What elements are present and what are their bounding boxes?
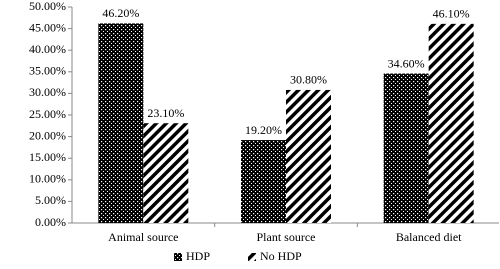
y-tick-label: 10.00% xyxy=(29,172,66,186)
bar xyxy=(143,123,189,223)
bar xyxy=(383,73,429,223)
value-label: 34.60% xyxy=(388,56,425,70)
x-tick-label: Plant source xyxy=(257,230,316,244)
x-tick-label: Balanced diet xyxy=(396,230,462,244)
value-label: 23.10% xyxy=(147,106,184,120)
legend-label: No HDP xyxy=(260,249,302,263)
bar xyxy=(286,89,331,223)
legend-swatch xyxy=(174,253,182,261)
value-label: 30.80% xyxy=(290,73,327,87)
legend-label: HDP xyxy=(186,249,210,263)
y-tick-label: 30.00% xyxy=(29,85,66,99)
value-label: 19.20% xyxy=(245,123,282,137)
y-tick-label: 50.00% xyxy=(29,0,66,13)
bar xyxy=(98,23,144,223)
bar xyxy=(241,140,286,223)
y-tick-label: 35.00% xyxy=(29,64,66,78)
x-tick-label: Animal source xyxy=(108,230,178,244)
y-tick-label: 15.00% xyxy=(29,150,66,164)
y-tick-label: 45.00% xyxy=(29,20,66,34)
y-tick-label: 20.00% xyxy=(29,128,66,142)
legend-swatch xyxy=(248,253,257,261)
value-label: 46.10% xyxy=(433,7,470,21)
y-tick-label: 40.00% xyxy=(29,42,66,56)
y-tick-label: 5.00% xyxy=(35,193,66,207)
value-label: 46.20% xyxy=(102,6,139,20)
y-tick-label: 0.00% xyxy=(35,215,66,229)
y-tick-label: 25.00% xyxy=(29,107,66,121)
bar xyxy=(428,23,474,224)
